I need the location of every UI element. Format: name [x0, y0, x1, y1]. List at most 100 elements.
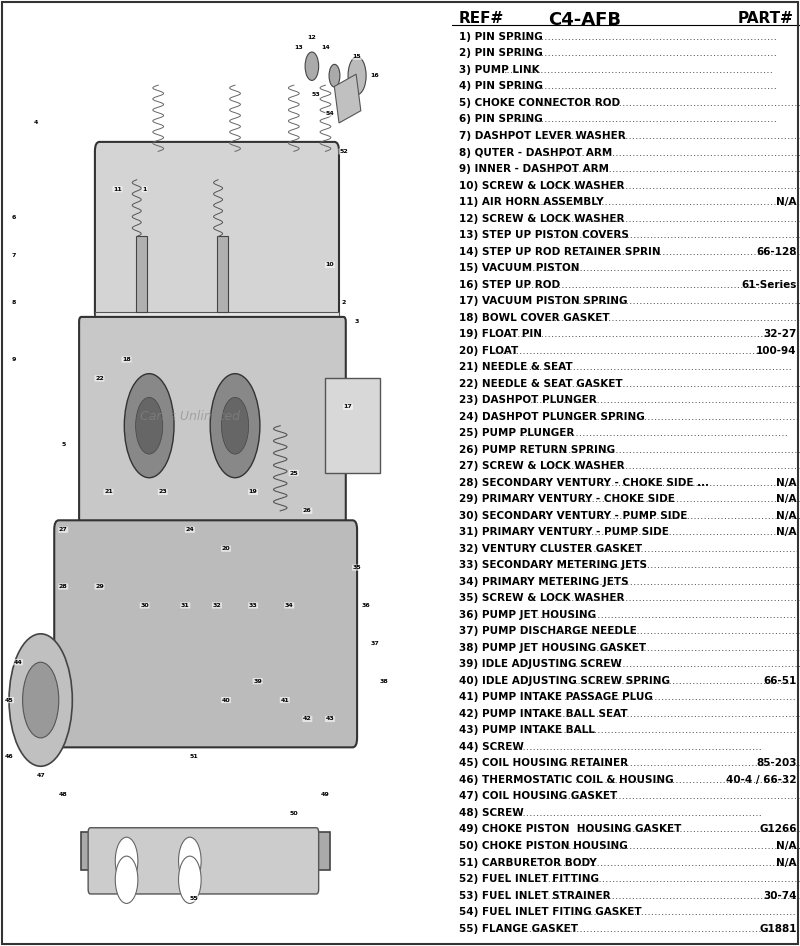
- Text: 5: 5: [61, 442, 66, 447]
- Text: 40: 40: [222, 697, 230, 703]
- Text: ................................................................................: ........................................…: [493, 808, 762, 818]
- Text: 30) SECONDARY VENTURY - PUMP SIDE: 30) SECONDARY VENTURY - PUMP SIDE: [459, 511, 687, 520]
- Text: ................................................................................: ........................................…: [549, 841, 800, 851]
- Text: ................................................................................: ........................................…: [504, 65, 774, 75]
- Text: 10: 10: [326, 262, 334, 268]
- Text: 8: 8: [11, 300, 16, 306]
- Text: 14: 14: [321, 44, 330, 50]
- Text: 15: 15: [353, 54, 362, 60]
- Text: 4) PIN SPRING: 4) PIN SPRING: [459, 81, 543, 92]
- Text: 9) INNER - DASHPOT ARM: 9) INNER - DASHPOT ARM: [459, 164, 609, 174]
- Text: 43) PUMP INTAKE BALL: 43) PUMP INTAKE BALL: [459, 726, 595, 735]
- Text: ................................................................................: ........................................…: [534, 610, 800, 620]
- Text: ................................................................................: ........................................…: [546, 890, 800, 901]
- Text: 55) FLANGE GASKET: 55) FLANGE GASKET: [459, 923, 578, 934]
- Text: 19) FLOAT PIN: 19) FLOAT PIN: [459, 329, 542, 339]
- Text: 27) SCREW & LOCK WASHER: 27) SCREW & LOCK WASHER: [459, 462, 625, 471]
- Text: ................................................................................: ........................................…: [560, 560, 800, 570]
- Text: 18: 18: [122, 357, 131, 362]
- Text: ................................................................................: ........................................…: [549, 659, 800, 670]
- Text: ................................................................................: ........................................…: [553, 709, 800, 719]
- Text: 4: 4: [34, 120, 38, 126]
- Text: 46: 46: [5, 754, 14, 760]
- Text: 16) STEP UP ROD: 16) STEP UP ROD: [459, 280, 560, 289]
- Text: ................................................................................: ........................................…: [493, 345, 762, 356]
- Text: 100-94: 100-94: [756, 345, 797, 356]
- Text: 33: 33: [249, 603, 258, 608]
- Text: 9: 9: [11, 357, 16, 362]
- Text: 47) COIL HOUSING GASKET: 47) COIL HOUSING GASKET: [459, 792, 618, 801]
- Text: 17) VACUUM PISTON SPRING: 17) VACUUM PISTON SPRING: [459, 296, 627, 307]
- Text: ................................................................................: ........................................…: [493, 742, 762, 752]
- Circle shape: [329, 64, 340, 87]
- Text: 15) VACUUM PISTON: 15) VACUUM PISTON: [459, 263, 579, 273]
- Text: ................................................................................: ........................................…: [542, 164, 800, 174]
- Text: ................................................................................: ........................................…: [508, 329, 778, 339]
- Text: 66-128: 66-128: [756, 247, 797, 256]
- Text: 33) SECONDARY METERING JETS: 33) SECONDARY METERING JETS: [459, 560, 647, 570]
- Text: 24: 24: [186, 527, 194, 533]
- Text: ................................................................................: ........................................…: [549, 378, 800, 389]
- Text: ................................................................................: ........................................…: [508, 114, 778, 125]
- Text: 41) PUMP INTAKE PASSAGE PLUG: 41) PUMP INTAKE PASSAGE PLUG: [459, 692, 653, 702]
- Text: 21: 21: [104, 489, 113, 495]
- Text: 50) CHOKE PISTON HOUSING: 50) CHOKE PISTON HOUSING: [459, 841, 628, 851]
- Text: 48: 48: [59, 792, 68, 797]
- Text: 40) IDLE ADJUSTING SCREW SPRING: 40) IDLE ADJUSTING SCREW SPRING: [459, 675, 670, 686]
- Circle shape: [178, 837, 201, 885]
- Text: ................................................................................: ........................................…: [542, 98, 800, 108]
- Text: ................................................................................: ........................................…: [534, 726, 800, 735]
- Text: 24) DASHPOT PLUNGER SPRING: 24) DASHPOT PLUNGER SPRING: [459, 412, 645, 422]
- Text: 30-74: 30-74: [763, 890, 797, 901]
- Text: ................................................................................: ........................................…: [542, 148, 800, 157]
- Text: N/A: N/A: [776, 478, 797, 488]
- Text: 34) PRIMARY METERING JETS: 34) PRIMARY METERING JETS: [459, 577, 629, 587]
- Text: 66-51: 66-51: [763, 675, 797, 686]
- Text: 3) PUMP LINK: 3) PUMP LINK: [459, 65, 539, 75]
- Text: 38: 38: [380, 678, 389, 684]
- Text: 2: 2: [342, 300, 346, 306]
- Text: 17: 17: [344, 404, 353, 410]
- Text: 45) COIL HOUSING RETAINER: 45) COIL HOUSING RETAINER: [459, 759, 628, 768]
- Text: 55: 55: [190, 896, 198, 902]
- Text: 47: 47: [36, 773, 45, 779]
- Text: 5) CHOKE CONNECTOR ROD: 5) CHOKE CONNECTOR ROD: [459, 98, 620, 108]
- Text: ................................................................................: ........................................…: [508, 81, 778, 92]
- Text: ................................................................................: ........................................…: [522, 263, 793, 273]
- Circle shape: [222, 397, 249, 454]
- Text: ................................................................................: ........................................…: [530, 395, 800, 405]
- Text: ................................................................................: ........................................…: [582, 511, 800, 520]
- Text: 46) THERMOSTATIC COIL & HOUSING: 46) THERMOSTATIC COIL & HOUSING: [459, 775, 674, 785]
- Text: ................................................................................: ........................................…: [564, 907, 800, 917]
- Text: ................................................................................: ........................................…: [519, 429, 789, 438]
- Text: 51: 51: [190, 754, 198, 760]
- Text: ................................................................................: ........................................…: [553, 626, 800, 637]
- Text: ................................................................................: ........................................…: [560, 643, 800, 653]
- Text: ................................................................................: ........................................…: [575, 775, 800, 785]
- Text: 28: 28: [59, 584, 68, 589]
- Text: 85-203: 85-203: [756, 759, 797, 768]
- Text: 37) PUMP DISCHARGE NEEDLE: 37) PUMP DISCHARGE NEEDLE: [459, 626, 637, 637]
- Text: 61-Series: 61-Series: [741, 280, 797, 289]
- Text: 25) PUMP PLUNGER: 25) PUMP PLUNGER: [459, 429, 574, 438]
- Text: 53: 53: [312, 92, 321, 97]
- Text: ................................................................................: ........................................…: [546, 792, 800, 801]
- Text: 22) NEEDLE & SEAT GASKET: 22) NEEDLE & SEAT GASKET: [459, 378, 622, 389]
- Text: 27: 27: [59, 527, 68, 533]
- Text: 13: 13: [294, 44, 302, 50]
- Text: ................................................................................: ........................................…: [530, 857, 800, 867]
- Text: G1266: G1266: [759, 825, 797, 834]
- Text: 1: 1: [142, 186, 147, 192]
- Text: ................................................................................: ........................................…: [602, 478, 800, 488]
- Text: 7: 7: [11, 253, 16, 258]
- FancyBboxPatch shape: [95, 142, 339, 322]
- Text: ................................................................................: ........................................…: [522, 362, 793, 372]
- Text: 23: 23: [158, 489, 167, 495]
- Text: 25: 25: [290, 470, 298, 476]
- Text: 32: 32: [213, 603, 222, 608]
- Bar: [334, 74, 361, 123]
- Text: 32-27: 32-27: [763, 329, 797, 339]
- Text: 44: 44: [14, 659, 22, 665]
- Text: C4-AFB: C4-AFB: [548, 11, 621, 29]
- Text: 3: 3: [355, 319, 359, 324]
